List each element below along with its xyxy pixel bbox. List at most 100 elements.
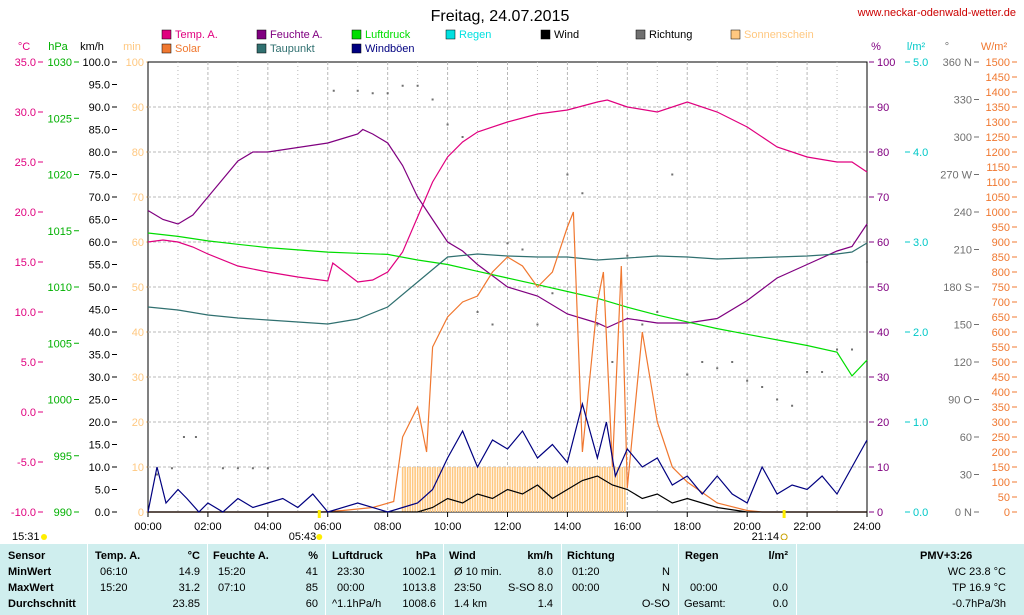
direction-point: [551, 292, 554, 295]
tick-label-wind: 65.0: [89, 215, 110, 227]
tick-label-sun: 70: [132, 192, 144, 204]
tick-label-sun: 10: [132, 462, 144, 474]
tick-label-temp: 5.0: [21, 357, 36, 369]
site-url[interactable]: www.neckar-odenwald-wetter.de: [857, 7, 1016, 19]
moon-icon: [41, 534, 47, 540]
direction-point: [836, 348, 839, 351]
legend-label: Temp. A.: [175, 29, 218, 41]
tick-label-sun: 50: [132, 282, 144, 294]
stats-dir-val: N: [662, 582, 670, 594]
series-line-feuchte-a-: [147, 128, 868, 329]
tick-label-wind: 20.0: [89, 417, 110, 429]
tick-label-solar: 250: [992, 432, 1010, 444]
stats-press-time: 00:00: [337, 582, 365, 594]
series-line-solar: [148, 211, 867, 513]
tick-label-time: 14:00: [554, 521, 582, 533]
stats-dir-val: O-SO: [641, 598, 670, 610]
stats-temp-time: 06:10: [100, 566, 128, 578]
tick-label-rain: 1.0: [913, 417, 928, 429]
stats-wind-val: 1.4: [537, 598, 553, 610]
tick-label-temp: -5.0: [17, 457, 36, 469]
stats-temp-val: 14.9: [178, 566, 200, 578]
direction-point: [506, 242, 509, 245]
direction-point: [521, 248, 524, 251]
tick-label-solar: 500: [992, 357, 1010, 369]
tick-label-solar: 950: [992, 222, 1010, 234]
direction-point: [461, 136, 464, 138]
direction-point: [821, 371, 824, 373]
stats-rain-val: 0.0: [772, 582, 788, 594]
tick-label-pressure: 1015: [48, 226, 72, 238]
tick-label-time: 20:00: [733, 521, 761, 533]
sunrise-mark: [317, 510, 321, 518]
tick-label-solar: 0: [1004, 507, 1010, 519]
tick-label-solar: 600: [992, 327, 1010, 339]
stats-rain-time: 00:00: [690, 582, 718, 594]
direction-point: [236, 467, 239, 470]
tick-label-humidity: 30: [877, 372, 889, 384]
stats-temp-time: 15:20: [100, 582, 128, 594]
tick-label-sun: 80: [132, 147, 144, 159]
direction-point: [221, 467, 224, 470]
tick-label-solar: 150: [992, 462, 1010, 474]
tick-label-solar: 100: [992, 477, 1010, 489]
axis-unit-sun: min: [123, 41, 141, 53]
tick-label-solar: 200: [992, 447, 1010, 459]
direction-point: [596, 323, 599, 326]
tick-label-solar: 50: [998, 492, 1010, 504]
direction-point: [386, 92, 389, 95]
wind-direction-points: [155, 84, 868, 476]
stats-header-temp-unit: °C: [187, 550, 200, 562]
stats-row-label: Durchschnitt: [8, 598, 76, 610]
stats-header-dir: Richtung: [567, 550, 615, 562]
direction-point: [761, 386, 764, 388]
stats-extra: -0.7hPa/3h: [952, 598, 1006, 610]
direction-point: [182, 436, 185, 438]
legend-label: Feuchte A.: [270, 29, 323, 41]
direction-point: [686, 373, 689, 376]
tick-label-temp: 25.0: [15, 157, 36, 169]
tick-label-direction: 180 S: [943, 282, 972, 294]
legend-label: Taupunkt: [270, 43, 315, 55]
tick-label-sun: 30: [132, 372, 144, 384]
tick-label-wind: 0.0: [95, 507, 110, 519]
weather-chart: Freitag, 24.07.2015 www.neckar-odenwald-…: [11, 7, 1017, 540]
direction-point: [491, 323, 494, 326]
series-line-temp-a-: [147, 99, 868, 283]
direction-point: [791, 404, 794, 407]
tick-label-wind: 100.0: [82, 57, 110, 69]
tick-label-solar: 1250: [986, 132, 1010, 144]
direction-point: [155, 473, 158, 476]
legend-swatch: [161, 43, 172, 54]
stats-header-press-unit: hPa: [415, 550, 436, 562]
tick-label-solar: 1350: [986, 102, 1010, 114]
direction-point: [170, 467, 173, 470]
tick-label-wind: 15.0: [89, 440, 110, 452]
tick-label-solar: 900: [992, 237, 1010, 249]
tick-label-pressure: 995: [54, 451, 72, 463]
tick-label-time: 18:00: [673, 521, 701, 533]
tick-label-direction: 30: [960, 470, 972, 482]
stats-dir-time: 01:20: [572, 566, 600, 578]
axis-unit-solar: W/m²: [981, 41, 1008, 53]
statistics-panel: Sensor Temp. A. °C Feuchte A. % Luftdruc…: [0, 544, 1024, 615]
tick-label-wind: 60.0: [89, 237, 110, 249]
tick-label-solar: 1400: [986, 87, 1010, 99]
direction-point: [251, 467, 254, 470]
sunshine-bars: [401, 467, 626, 512]
tick-label-temp: 20.0: [15, 207, 36, 219]
tick-label-sun: 60: [132, 237, 144, 249]
tick-label-solar: 1100: [986, 177, 1010, 189]
tick-label-wind: 75.0: [89, 170, 110, 182]
tick-label-solar: 1050: [986, 192, 1010, 204]
tick-label-direction: 90 O: [948, 395, 972, 407]
tick-label-time: 04:00: [254, 521, 282, 533]
tick-label-direction: 240: [954, 207, 972, 219]
tick-label-direction: 360 N: [943, 57, 972, 69]
tick-label-solar: 550: [992, 342, 1010, 354]
direction-point: [416, 84, 419, 87]
stats-wind-time: 1.4 km: [454, 598, 488, 610]
stats-press-val: 1002.1: [402, 566, 436, 578]
stats-row-label: MinWert: [8, 566, 52, 578]
tick-label-wind: 45.0: [89, 305, 110, 317]
